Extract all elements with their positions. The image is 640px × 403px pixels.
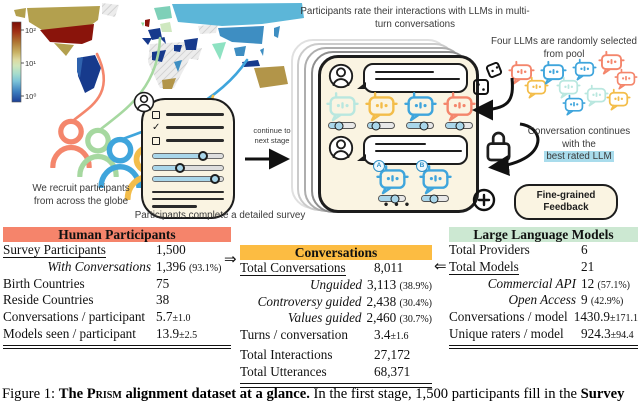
table-row: Turns / conversation 3.4±1.6 xyxy=(240,327,409,343)
robot-icon xyxy=(326,91,359,122)
person-icon xyxy=(80,130,116,175)
flow-arrow-left: ⇐ xyxy=(434,259,447,275)
survey-user-avatar-icon xyxy=(133,91,155,113)
rating-slider[interactable] xyxy=(445,121,473,130)
map-canada xyxy=(27,6,100,30)
robot-icon xyxy=(606,88,631,111)
map-china xyxy=(218,26,264,44)
rating-slider[interactable] xyxy=(378,194,406,203)
table-row: Open Access 9 (42.9%) xyxy=(508,292,624,308)
table-header: Large Language Models xyxy=(449,227,638,242)
checkmark-icon[interactable]: ✓ xyxy=(152,121,161,133)
table-row: Commercial API 12 (57.1%) xyxy=(487,275,630,291)
curved-arrow-icon xyxy=(488,122,540,176)
continue-label: continue to next stage xyxy=(253,126,291,145)
table-human-participants: Human Participants Survey Participants 1… xyxy=(3,227,231,350)
rating-slider[interactable] xyxy=(328,121,356,130)
table-row: Survey Participants 1,500 xyxy=(3,242,186,258)
person-icon xyxy=(101,140,139,187)
arrow-right-icon xyxy=(245,148,290,170)
table-row: Birth Countries 75 xyxy=(3,275,170,291)
recruit-label: We recruit participants from across the … xyxy=(32,183,130,207)
survey-checkbox-row: ✓ xyxy=(152,121,224,133)
map-russia xyxy=(172,3,304,26)
double-rule xyxy=(3,344,231,350)
rating-slider[interactable] xyxy=(406,121,434,130)
user-avatar-icon xyxy=(328,135,354,161)
curved-arrow-icon xyxy=(472,77,514,121)
survey-slider[interactable] xyxy=(152,151,224,161)
double-rule xyxy=(240,383,432,388)
survey-card: ✓ xyxy=(141,98,235,219)
checkbox-icon[interactable] xyxy=(152,136,160,145)
colorbar-tick: 10⁰ xyxy=(25,92,36,101)
table-row: Conversations / model 1430.9±171.1 xyxy=(449,309,638,325)
plus-icon xyxy=(472,188,496,212)
model-a-badge: A xyxy=(373,160,385,172)
table-row: Unguided 3,113 (38.9%) xyxy=(310,276,432,292)
model-b-badge: B xyxy=(416,160,428,172)
stage2-title: Participants rate their interactions wit… xyxy=(300,6,530,30)
map-greenland xyxy=(102,3,119,17)
rating-slider[interactable] xyxy=(367,121,395,130)
table-row: With Conversations 1,396 (93.1%) xyxy=(47,258,222,274)
table-conversations: Conversations Total Conversations 8,011 … xyxy=(240,245,432,388)
survey-caption: Participants complete a detailed survey xyxy=(134,210,306,221)
pool-label: Four LLMs are randomly selected from poo… xyxy=(491,36,637,60)
table-row: Controversy guided 2,438 (30.4%) xyxy=(257,293,432,309)
continuation-label: Conversation continues with the best rat… xyxy=(527,126,631,163)
survey-checkbox-row xyxy=(152,110,224,119)
prism-smallcaps: Prism xyxy=(86,386,122,402)
fine-grained-feedback-pill: Fine-grained Feedback xyxy=(514,184,618,221)
best-rated-llm-highlight: best rated LLM xyxy=(544,151,614,163)
robot-icon xyxy=(404,91,437,122)
robot-icon xyxy=(614,68,638,90)
table-row: Total Providers 6 xyxy=(449,242,588,257)
robot-icon xyxy=(365,91,398,122)
checkbox-icon[interactable] xyxy=(152,110,160,119)
table-header: Human Participants xyxy=(3,227,231,242)
flow-arrow-right: ⇒ xyxy=(224,252,237,268)
table-row: Total Models 21 xyxy=(449,258,595,275)
table-row: Models seen / participant 13.9±2.5 xyxy=(3,325,198,341)
table-row: Conversations / participant 5.7±1.0 xyxy=(3,309,191,325)
table-row: Total Utterances 68,371 xyxy=(240,364,411,380)
figure-caption: Figure 1: The Prism alignment dataset at… xyxy=(2,386,625,402)
rating-slider[interactable] xyxy=(421,194,449,203)
robot-icon xyxy=(562,94,586,116)
table-row: Unique raters / model 924.3±94.4 xyxy=(449,325,634,341)
survey-checkbox-row xyxy=(152,136,224,145)
map-australia xyxy=(254,66,288,88)
user-speech-bubble xyxy=(357,63,468,93)
dice-icon xyxy=(473,62,503,95)
robot-icon xyxy=(572,58,597,81)
table-row: Total Conversations 8,011 xyxy=(240,260,404,276)
table-row: Reside Countries 38 xyxy=(3,292,170,308)
person-icon xyxy=(53,121,89,166)
colorbar-tick: 10² xyxy=(25,26,36,35)
table-row: Total Interactions 27,172 xyxy=(240,347,411,363)
survey-slider[interactable] xyxy=(152,174,224,184)
table-header: Conversations xyxy=(240,245,432,260)
survey-slider[interactable] xyxy=(152,162,224,173)
colorbar-tick: 10¹ xyxy=(25,59,36,68)
colorbar: 10² 10¹ 10⁰ xyxy=(11,21,36,103)
user-avatar-icon xyxy=(328,63,354,89)
map-usa xyxy=(40,24,94,44)
table-row: Values guided 2,460 (30.7%) xyxy=(287,310,432,326)
table-llm: Large Language Models Total Providers 6 … xyxy=(449,227,638,350)
double-rule xyxy=(449,344,638,350)
map-india xyxy=(212,42,226,60)
ellipsis: ••• xyxy=(382,200,415,211)
conversation-card: A B ••• xyxy=(318,55,479,213)
